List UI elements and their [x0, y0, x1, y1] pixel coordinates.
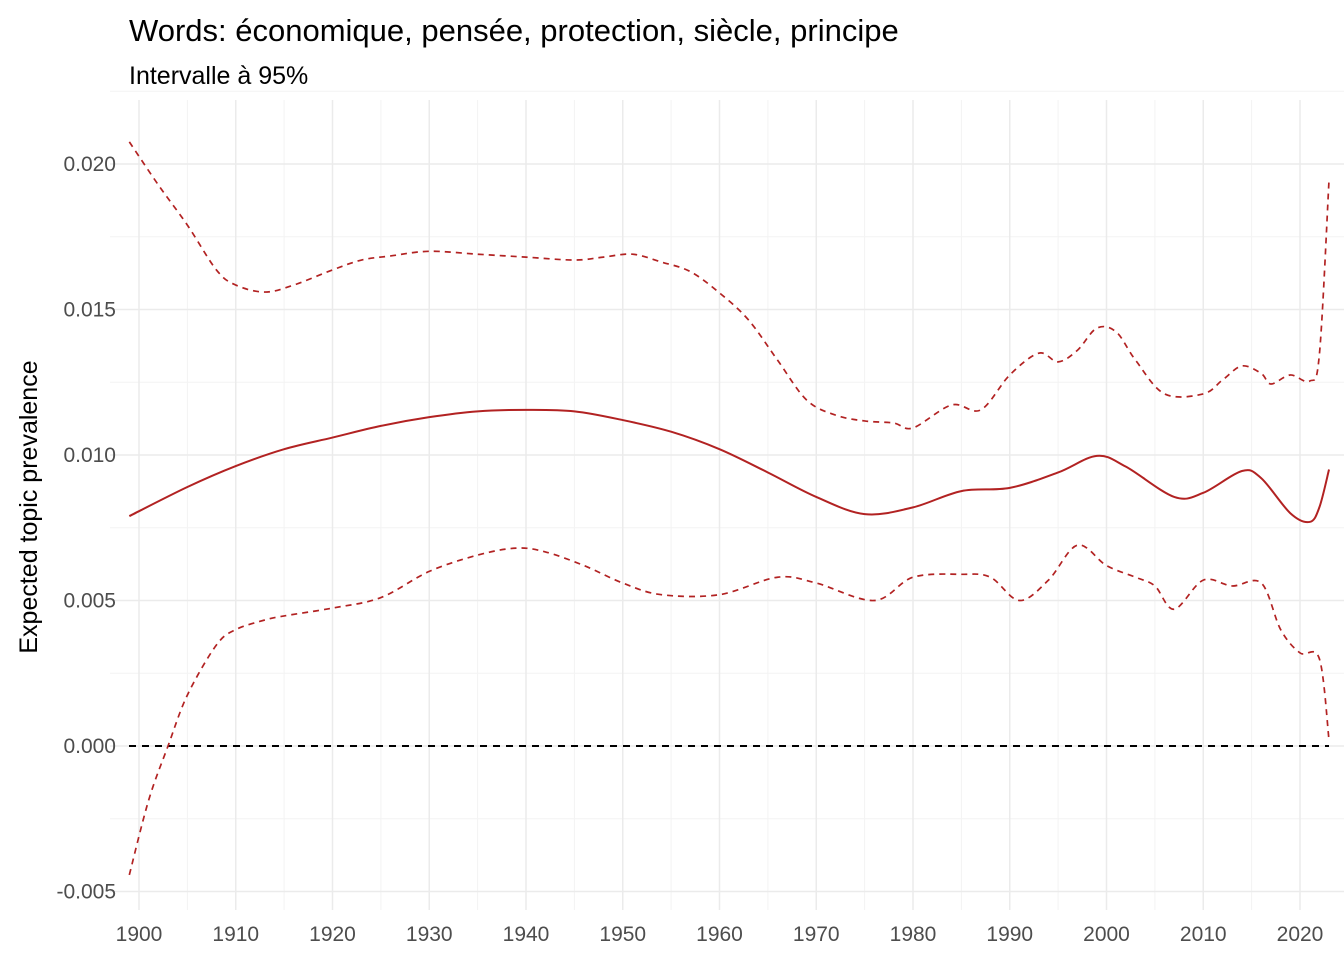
x-tick-label: 2000	[1083, 923, 1130, 946]
x-tick-label: 1990	[986, 923, 1033, 946]
y-tick-label: 0.010	[63, 444, 116, 467]
series-line-mean	[128, 408, 1330, 524]
x-tick-label: 1980	[890, 923, 937, 946]
x-tick-label: 2020	[1277, 923, 1324, 946]
x-tick-label: 1940	[503, 923, 550, 946]
x-tick-label: 2010	[1180, 923, 1227, 946]
chart-subtitle: Intervalle à 95%	[129, 62, 308, 90]
x-tick-label: 1910	[212, 923, 259, 946]
x-tick-label: 1900	[116, 923, 163, 946]
series-line-lower-95-	[128, 544, 1330, 876]
y-tick-label: -0.005	[56, 881, 116, 904]
x-tick-label: 1920	[309, 923, 356, 946]
grid	[110, 90, 1344, 910]
y-tick-label: 0.020	[63, 153, 116, 176]
x-tick-label: 1930	[406, 923, 453, 946]
series-lines	[128, 141, 1330, 876]
chart-title: Words: économique, pensée, protection, s…	[129, 13, 899, 48]
x-tick-label: 1970	[793, 923, 840, 946]
y-tick-label: 0.005	[63, 590, 116, 613]
y-axis-label: Expected topic prevalence	[15, 360, 43, 653]
series-line-upper-95-	[128, 141, 1330, 430]
x-tick-label: 1950	[599, 923, 646, 946]
y-tick-label: 0.015	[63, 299, 116, 322]
tick-labels: 1900 1910 1920 1930 1940 1950 1960 1970 1980 1990…	[56, 153, 1323, 946]
y-tick-label: 0.000	[63, 735, 116, 758]
x-tick-label: 1960	[696, 923, 743, 946]
